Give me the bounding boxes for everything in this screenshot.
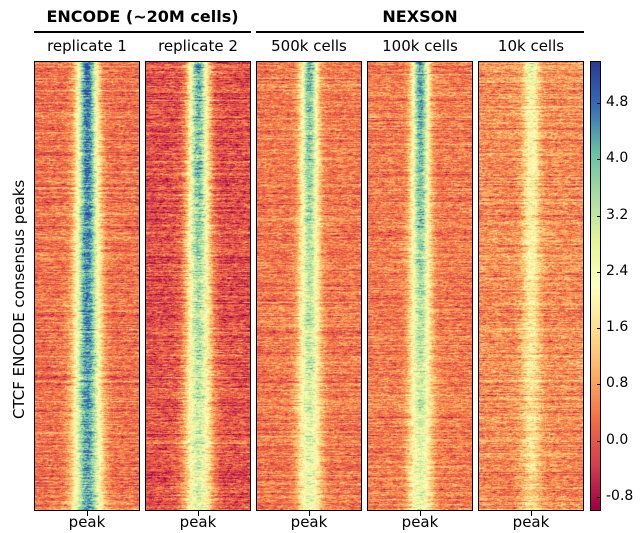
colorbar-tick-2 <box>597 384 601 386</box>
group-underline-0 <box>34 31 251 33</box>
colorbar-tick-7 <box>597 103 601 105</box>
x-tick-0 <box>87 511 88 516</box>
heatmap-panel-2 <box>256 61 362 511</box>
colorbar-tick-1 <box>597 440 601 442</box>
heatmap-panel-3 <box>367 61 473 511</box>
colorbar-tick-4 <box>597 271 601 273</box>
colorbar-tick-5 <box>597 215 601 217</box>
heatmap-panel-4 <box>478 61 584 511</box>
colorbar-tick-label-1: 0.0 <box>606 431 629 448</box>
x-tick-label-1: peak <box>179 513 217 531</box>
heatmap-canvas-0 <box>35 62 139 510</box>
x-tick-label-3: peak <box>401 513 439 531</box>
x-tick-label-0: peak <box>68 513 106 531</box>
x-tick-label-2: peak <box>290 513 328 531</box>
group-title-1: NEXSON <box>382 7 458 26</box>
heatmap-canvas-3 <box>368 62 472 510</box>
group-title-0: ENCODE (~20M cells) <box>46 7 239 26</box>
x-tick-3 <box>420 511 421 516</box>
colorbar-tick-label-0: -0.8 <box>606 487 634 504</box>
heatmap-canvas-1 <box>146 62 250 510</box>
group-underline-1 <box>256 31 584 33</box>
panel-title-2: 500k cells <box>271 37 347 55</box>
colorbar-tick-label-2: 0.8 <box>606 375 629 392</box>
colorbar-tick-label-5: 3.2 <box>606 206 629 223</box>
colorbar-tick-label-4: 2.4 <box>606 262 629 279</box>
colorbar-tick-6 <box>597 159 601 161</box>
heatmap-canvas-2 <box>257 62 361 510</box>
panel-title-1: replicate 2 <box>158 37 238 55</box>
colorbar <box>590 61 601 511</box>
panel-title-3: 100k cells <box>382 37 458 55</box>
x-tick-2 <box>309 511 310 516</box>
y-axis-label: CTCF ENCODE consensus peaks <box>10 179 28 419</box>
panel-title-4: 10k cells <box>497 37 565 55</box>
heatmap-panel-1 <box>145 61 251 511</box>
colorbar-tick-label-3: 1.6 <box>606 319 629 336</box>
heatmap-canvas-4 <box>479 62 583 510</box>
colorbar-tick-label-6: 4.0 <box>606 150 629 167</box>
heatmap-panel-0 <box>34 61 140 511</box>
x-tick-4 <box>531 511 532 516</box>
colorbar-tick-3 <box>597 328 601 330</box>
x-tick-label-4: peak <box>512 513 550 531</box>
x-tick-1 <box>198 511 199 516</box>
panel-title-0: replicate 1 <box>47 37 127 55</box>
colorbar-tick-label-7: 4.8 <box>606 94 629 111</box>
colorbar-tick-0 <box>597 496 601 498</box>
